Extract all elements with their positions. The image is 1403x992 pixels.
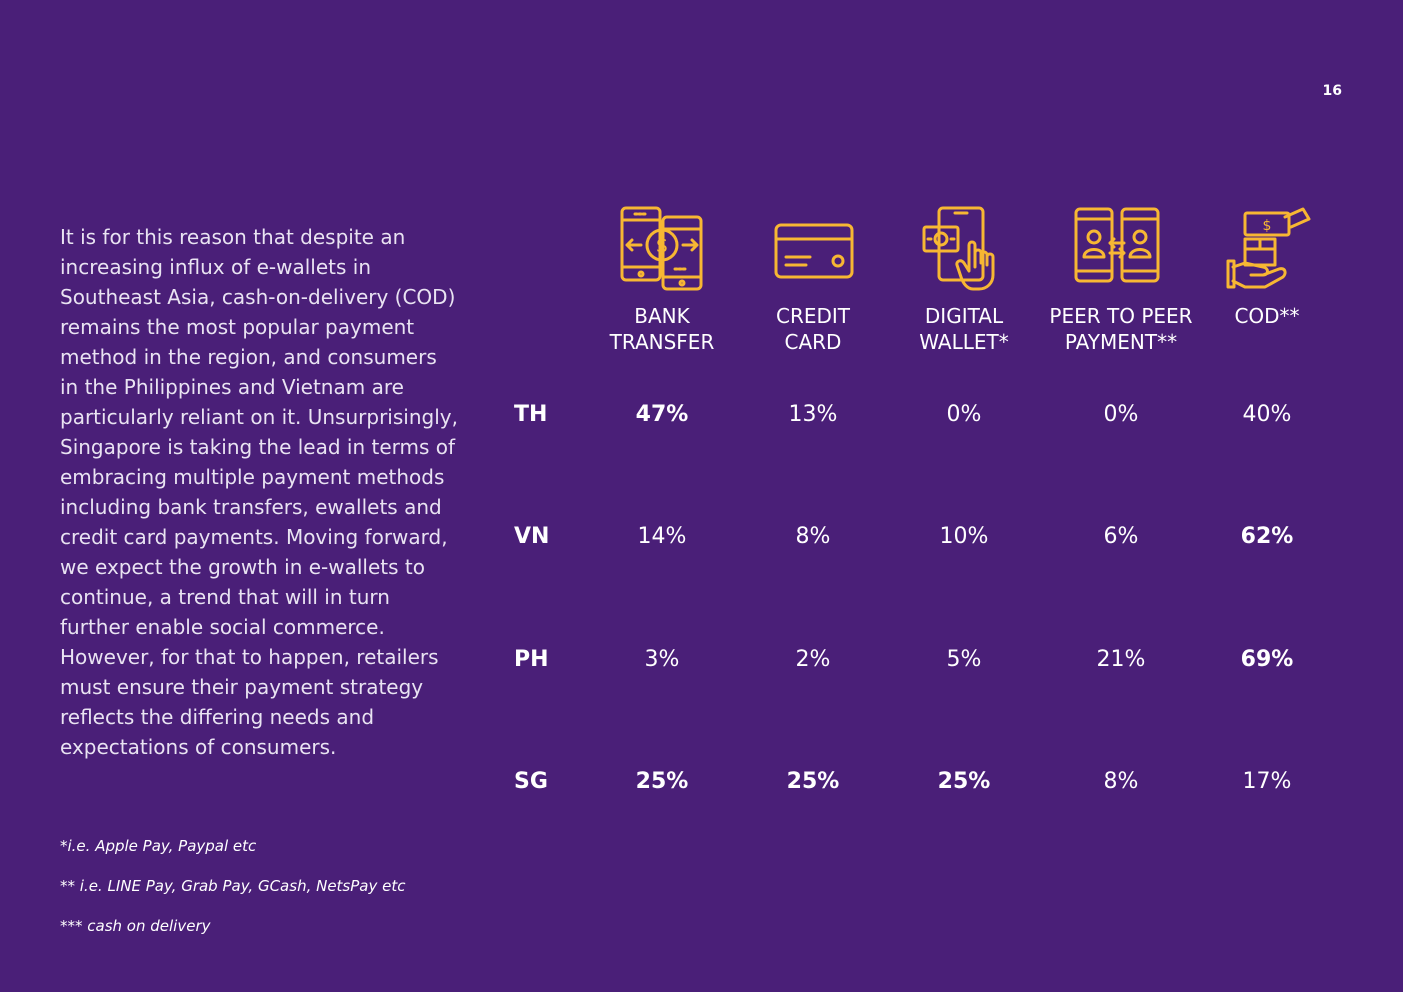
cell-sg-credit-card: 25% [786,769,840,794]
footnote-cod: *** cash on delivery [60,917,211,935]
cell-sg-bank-transfer: 25% [635,769,689,794]
footnote-digital-wallet: *i.e. Apple Pay, Paypal etc [60,837,257,855]
cell-vn-peer-to-peer: 6% [1103,524,1139,549]
column-header-credit-card: CREDIT CARD [723,303,903,355]
bank-transfer-icon: $ [617,205,707,295]
cell-vn-digital-wallet: 10% [939,524,989,549]
column-header-line2: CARD [784,330,842,354]
cell-sg-cod: 17% [1242,769,1292,794]
svg-text:$: $ [656,233,669,257]
footnote-peer-payment: ** i.e. LINE Pay, Grab Pay, GCash, NetsP… [60,877,406,895]
cell-th-bank-transfer: 47% [635,402,689,427]
column-header-bank-transfer: BANK TRANSFER [572,303,752,355]
row-label-th: TH [514,402,548,427]
page-number: 16 [1322,83,1342,99]
cell-sg-digital-wallet: 25% [937,769,991,794]
cell-vn-bank-transfer: 14% [637,524,687,549]
cell-th-digital-wallet: 0% [946,402,982,427]
cell-ph-digital-wallet: 5% [946,647,982,672]
intro-paragraph: It is for this reason that despite an in… [60,225,458,759]
cod-icon: $ [1225,205,1315,295]
cell-ph-peer-to-peer: 21% [1096,647,1146,672]
row-label-ph: PH [514,647,549,672]
column-header-line2: PAYMENT** [1064,330,1178,354]
svg-text:$: $ [1263,218,1272,234]
cell-vn-cod: 62% [1240,524,1294,549]
cell-ph-bank-transfer: 3% [644,647,680,672]
peer-to-peer-icon [1072,205,1162,295]
cell-th-cod: 40% [1242,402,1292,427]
footnotes: *i.e. Apple Pay, Paypal etc ** i.e. LINE… [60,834,480,954]
cell-th-peer-to-peer: 0% [1103,402,1139,427]
column-header-line1: PEER TO PEER [1049,304,1193,328]
column-header-line1: DIGITAL [924,304,1004,328]
cell-sg-peer-to-peer: 8% [1103,769,1139,794]
cell-ph-cod: 69% [1240,647,1294,672]
cell-ph-credit-card: 2% [795,647,831,672]
cell-vn-credit-card: 8% [795,524,831,549]
column-header-peer-to-peer: PEER TO PEER PAYMENT** [1031,303,1211,355]
row-label-vn: VN [514,524,550,549]
cell-th-credit-card: 13% [788,402,838,427]
column-header-line1: CREDIT [775,304,850,328]
digital-wallet-icon [919,205,1009,295]
column-header-line2: WALLET* [919,330,1009,354]
column-header-line2: TRANSFER [609,330,715,354]
column-header-cod: COD** [1177,303,1357,329]
credit-card-icon [768,205,858,295]
row-label-sg: SG [514,769,548,794]
column-header-line1: COD** [1234,304,1300,328]
column-header-digital-wallet: DIGITAL WALLET* [874,303,1054,355]
column-header-line1: BANK [634,304,690,328]
